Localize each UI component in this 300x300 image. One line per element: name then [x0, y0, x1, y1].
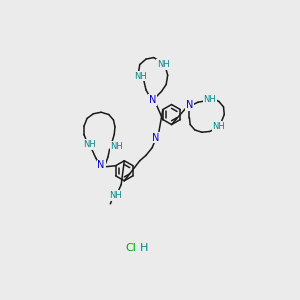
Text: NH: NH: [203, 95, 216, 104]
Text: H: H: [140, 243, 148, 253]
Text: N: N: [152, 133, 159, 142]
Text: N: N: [98, 160, 105, 170]
Text: NH: NH: [157, 60, 169, 69]
Text: Cl: Cl: [125, 243, 136, 253]
Text: NH: NH: [109, 191, 122, 200]
Text: NH: NH: [212, 122, 225, 130]
Text: NH: NH: [83, 140, 96, 149]
Text: N: N: [148, 95, 156, 105]
Text: N: N: [186, 100, 193, 110]
Text: NH: NH: [110, 142, 123, 151]
Text: NH: NH: [134, 71, 147, 80]
